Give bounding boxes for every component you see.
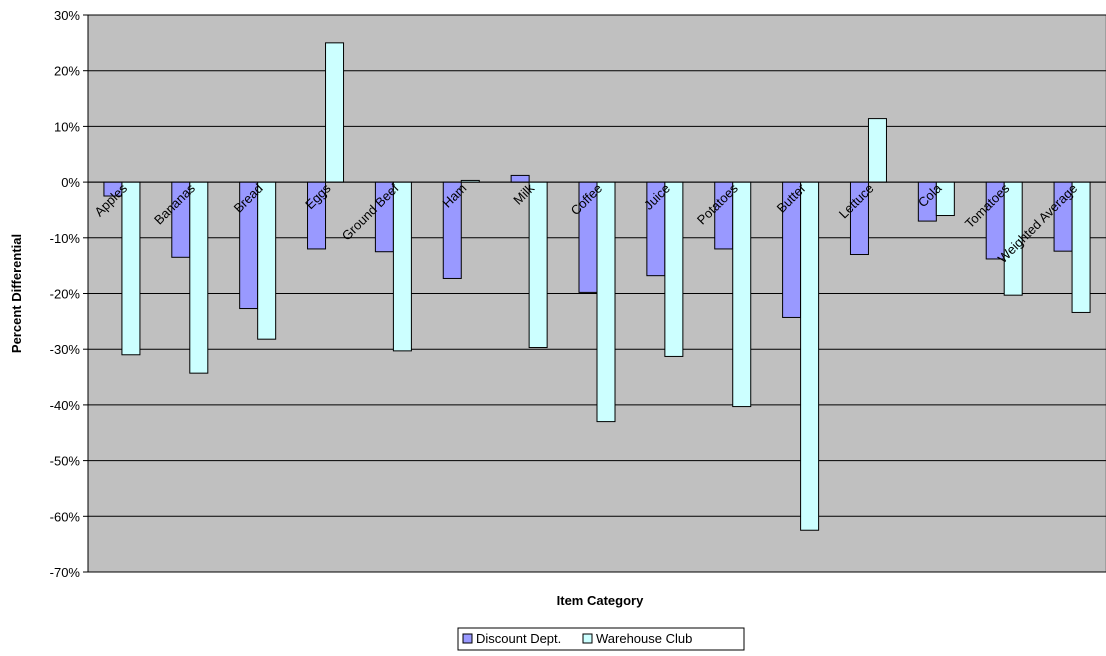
- y-tick-label: 30%: [54, 8, 80, 23]
- gridlines: [88, 14, 1106, 573]
- y-tick-label: 0%: [61, 175, 80, 190]
- y-tick-label: -70%: [50, 565, 81, 580]
- bar: [121, 181, 141, 356]
- legend-swatch: [462, 633, 473, 644]
- y-tick-label: 20%: [54, 64, 80, 79]
- y-tick-label: -40%: [50, 398, 81, 413]
- y-tick-label: -60%: [50, 509, 81, 524]
- legend: Discount Dept. Warehouse Club: [457, 627, 745, 651]
- y-axis-title: Percent Differential: [9, 234, 24, 353]
- y-axis-ticks: 30% 20% 10% 0% -10% -20% -30% -40% -50% -60% -70%: [50, 8, 89, 580]
- bar: [867, 118, 887, 183]
- bar: [596, 181, 616, 423]
- bar: [392, 181, 412, 352]
- bars: [103, 42, 1091, 531]
- legend-box: [457, 627, 745, 651]
- bar: [1071, 181, 1091, 313]
- y-tick-label: -30%: [50, 342, 81, 357]
- y-tick-label: -10%: [50, 231, 81, 246]
- bar: [257, 181, 277, 340]
- bar: [528, 181, 548, 349]
- legend-swatch: [582, 633, 593, 644]
- legend-label: Discount Dept.: [476, 631, 561, 646]
- y-tick-label: -20%: [50, 287, 81, 302]
- bar: [732, 181, 752, 408]
- bar: [664, 181, 684, 357]
- y-tick-label: -50%: [50, 454, 81, 469]
- y-tick-label: 10%: [54, 119, 80, 134]
- legend-label: Warehouse Club: [596, 631, 692, 646]
- x-axis-title: Item Category: [557, 593, 644, 608]
- bar: [800, 181, 820, 531]
- bar: [189, 181, 209, 374]
- bar: [325, 42, 345, 183]
